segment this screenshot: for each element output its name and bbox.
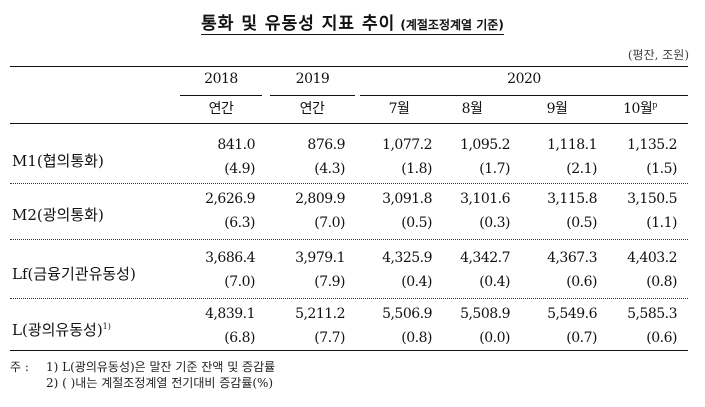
cell-balance: 1,077.2 bbox=[382, 137, 432, 153]
cell-balance: 3,979.1 bbox=[295, 250, 345, 266]
preliminary-mark: p bbox=[652, 100, 657, 110]
cell-balance: 2,809.9 bbox=[295, 191, 345, 207]
cell-balance: 841.0 bbox=[217, 137, 255, 153]
year-2019: 2019 bbox=[295, 71, 330, 87]
cell-balance: 4,839.1 bbox=[205, 306, 255, 322]
cell-change-rate: (1.5) bbox=[646, 161, 677, 177]
cell-balance: 2,626.9 bbox=[205, 191, 255, 207]
cell-balance: 3,091.8 bbox=[382, 191, 432, 207]
document-title: 통화 및 유동성 지표 추이 (계절조정계열 기준) bbox=[0, 9, 705, 35]
period-header: 8월 bbox=[432, 98, 512, 118]
cell-balance: 4,367.3 bbox=[547, 250, 597, 266]
row-label-text: L(광의유동성) bbox=[12, 321, 103, 339]
period-label: 7월 bbox=[388, 101, 410, 117]
title-main: 통화 및 유동성 지표 추이 bbox=[201, 14, 396, 34]
cell-change-rate: (0.0) bbox=[479, 330, 510, 346]
row-label-text: M1(협의통화) bbox=[12, 152, 104, 170]
cell-change-rate: (0.4) bbox=[479, 274, 510, 290]
year-underline bbox=[270, 95, 355, 96]
cell-balance: 4,325.9 bbox=[382, 250, 432, 266]
period-header: 연간 bbox=[181, 98, 261, 118]
cell-change-rate: (0.6) bbox=[566, 274, 597, 290]
note-2: 2) ( )내는 계절조정계열 전기대비 증감률(%) bbox=[46, 376, 274, 390]
cell-balance: 3,150.5 bbox=[627, 191, 677, 207]
period-header: 10월p bbox=[600, 98, 680, 118]
cell-change-rate: (0.7) bbox=[566, 330, 597, 346]
title-sub: (계절조정계열 기준) bbox=[400, 18, 504, 32]
period-label: 8월 bbox=[461, 101, 483, 117]
year-underline bbox=[360, 95, 688, 96]
row-label: L(광의유동성)1) bbox=[12, 319, 111, 340]
cell-balance: 5,508.9 bbox=[460, 306, 510, 322]
cell-change-rate: (7.0) bbox=[314, 215, 345, 231]
year-2020: 2020 bbox=[507, 71, 541, 87]
cell-balance: 876.9 bbox=[307, 137, 345, 153]
cell-change-rate: (0.3) bbox=[479, 215, 510, 231]
footnote-mark: 1) bbox=[102, 322, 111, 331]
cell-balance: 5,585.3 bbox=[627, 306, 677, 322]
row-label: Lf(금융기관유동성) bbox=[12, 263, 136, 284]
table-top-rule bbox=[10, 66, 688, 67]
cell-balance: 1,135.2 bbox=[627, 137, 677, 153]
row-separator bbox=[10, 298, 688, 299]
row-label-text: M2(광의통화) bbox=[12, 206, 104, 224]
table-bottom-rule bbox=[10, 350, 688, 351]
period-label: 9월 bbox=[546, 101, 568, 117]
note-1: 1) L(광의유동성)은 말잔 기준 잔액 및 증감률 bbox=[46, 360, 276, 374]
cell-balance: 3,686.4 bbox=[205, 250, 255, 266]
cell-change-rate: (0.6) bbox=[646, 330, 677, 346]
cell-balance: 5,506.9 bbox=[382, 306, 432, 322]
cell-balance: 4,342.7 bbox=[460, 250, 510, 266]
period-header: 연간 bbox=[272, 98, 352, 118]
year-underline bbox=[180, 95, 262, 96]
cell-balance: 1,118.1 bbox=[547, 137, 597, 153]
row-separator bbox=[10, 183, 688, 184]
period-label: 연간 bbox=[299, 101, 325, 117]
row-label: M1(협의통화) bbox=[12, 150, 104, 171]
cell-change-rate: (0.8) bbox=[646, 274, 677, 290]
row-label-text: Lf(금융기관유동성) bbox=[12, 265, 136, 283]
cell-balance: 1,095.2 bbox=[460, 137, 510, 153]
cell-change-rate: (6.3) bbox=[224, 215, 255, 231]
cell-change-rate: (1.7) bbox=[479, 161, 510, 177]
cell-change-rate: (4.9) bbox=[224, 161, 255, 177]
header-bottom-rule bbox=[10, 123, 688, 124]
period-header: 7월 bbox=[359, 98, 439, 118]
notes-prefix: 주 : bbox=[10, 360, 29, 374]
cell-change-rate: (6.8) bbox=[224, 330, 255, 346]
cell-balance: 3,101.6 bbox=[460, 191, 510, 207]
year-2018: 2018 bbox=[204, 71, 238, 87]
cell-balance: 4,403.2 bbox=[627, 250, 677, 266]
cell-change-rate: (7.7) bbox=[314, 330, 345, 346]
cell-change-rate: (0.5) bbox=[401, 215, 432, 231]
cell-balance: 3,115.8 bbox=[547, 191, 597, 207]
unit-label: (평잔, 조원) bbox=[627, 48, 689, 62]
period-label: 10월 bbox=[623, 101, 653, 117]
cell-balance: 5,549.6 bbox=[547, 306, 597, 322]
period-label: 연간 bbox=[208, 101, 234, 117]
cell-change-rate: (1.1) bbox=[646, 215, 677, 231]
cell-change-rate: (7.0) bbox=[224, 274, 255, 290]
row-label: M2(광의통화) bbox=[12, 204, 104, 225]
cell-change-rate: (2.1) bbox=[566, 161, 597, 177]
period-header: 9월 bbox=[517, 98, 597, 118]
cell-change-rate: (4.3) bbox=[314, 161, 345, 177]
cell-balance: 5,211.2 bbox=[295, 306, 345, 322]
cell-change-rate: (0.5) bbox=[566, 215, 597, 231]
row-separator bbox=[10, 239, 688, 240]
cell-change-rate: (0.4) bbox=[401, 274, 432, 290]
cell-change-rate: (7.9) bbox=[314, 274, 345, 290]
cell-change-rate: (1.8) bbox=[401, 161, 432, 177]
cell-change-rate: (0.8) bbox=[401, 330, 432, 346]
